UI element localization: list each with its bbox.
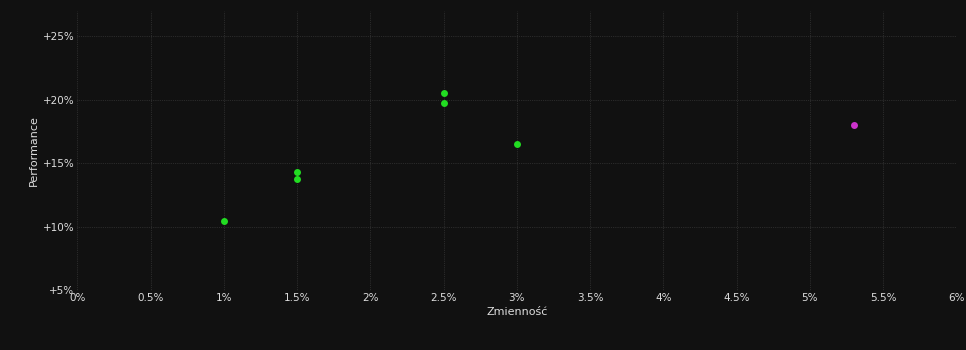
Point <box>509 141 525 147</box>
X-axis label: Zmienność: Zmienność <box>486 307 548 317</box>
Point <box>846 122 862 128</box>
Point <box>436 90 451 96</box>
Point <box>290 169 305 175</box>
Point <box>290 176 305 181</box>
Point <box>436 100 451 106</box>
Y-axis label: Performance: Performance <box>29 115 39 186</box>
Point <box>216 218 232 223</box>
